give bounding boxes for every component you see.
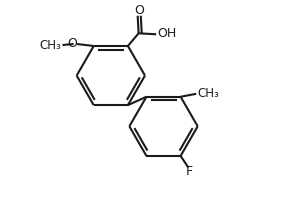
Text: CH₃: CH₃ (197, 87, 219, 100)
Text: CH₃: CH₃ (40, 38, 62, 51)
Text: O: O (67, 37, 77, 50)
Text: F: F (186, 165, 193, 178)
Text: OH: OH (157, 27, 177, 40)
Text: O: O (134, 4, 144, 17)
